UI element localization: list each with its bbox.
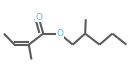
- Text: O: O: [35, 13, 42, 22]
- Text: O: O: [56, 29, 63, 38]
